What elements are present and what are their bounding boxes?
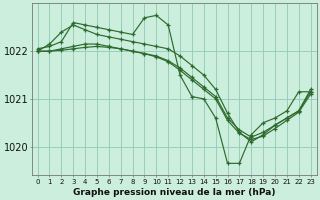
X-axis label: Graphe pression niveau de la mer (hPa): Graphe pression niveau de la mer (hPa) <box>73 188 276 197</box>
